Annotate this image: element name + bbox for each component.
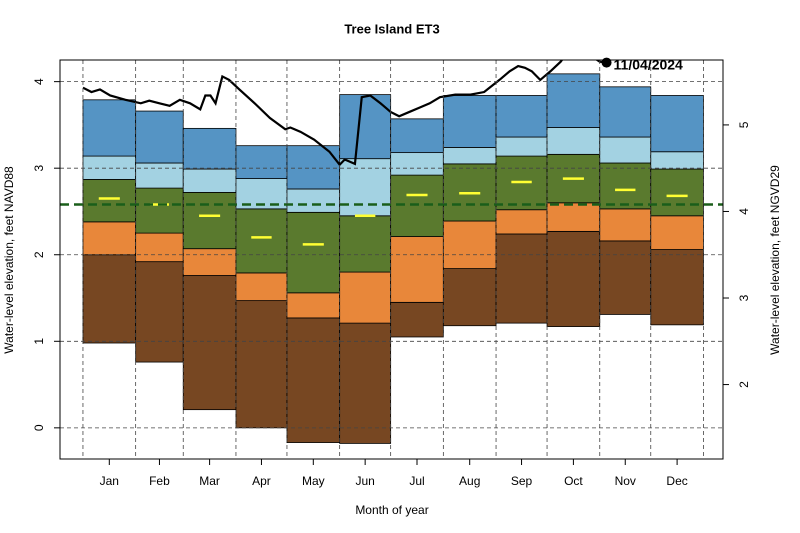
- x-tick-label: Aug: [459, 474, 480, 488]
- percentile-band: [135, 110, 184, 164]
- percentile-band: [235, 208, 288, 274]
- percentile-band: [390, 236, 444, 303]
- chart-title: Tree Island ET3: [344, 21, 439, 36]
- percentile-band: [390, 118, 444, 154]
- y-tick-label: 0: [32, 424, 46, 431]
- percentile-band: [182, 248, 237, 276]
- x-axis-label: Month of year: [355, 503, 428, 517]
- percentile-band: [650, 249, 704, 326]
- percentile-band: [599, 240, 652, 315]
- y2-tick-label: 5: [737, 121, 751, 128]
- percentile-band: [495, 95, 548, 138]
- percentile-band: [235, 145, 288, 179]
- percentile-band: [650, 168, 704, 217]
- x-tick-label: Dec: [666, 474, 687, 488]
- y-tick-label: 3: [32, 165, 46, 172]
- y-axis-label: Water-level elevation, feet NAVD88: [2, 166, 16, 354]
- percentile-band: [82, 99, 137, 157]
- percentile-band: [135, 261, 184, 363]
- percentile-band: [495, 233, 548, 324]
- y2-tick-label: 3: [737, 294, 751, 301]
- percentile-band: [650, 95, 704, 153]
- percentile-band: [650, 151, 704, 170]
- x-tick-label: Jun: [355, 474, 374, 488]
- percentile-band: [82, 179, 137, 223]
- y2-axis-label: Water-level elevation, feet NGVD29: [768, 165, 782, 355]
- percentile-band: [390, 152, 444, 176]
- x-tick-label: Sep: [511, 474, 533, 488]
- percentile-band: [599, 136, 652, 164]
- x-tick-label: Jan: [100, 474, 119, 488]
- x-tick-label: Mar: [199, 474, 220, 488]
- percentile-band: [182, 168, 237, 193]
- percentile-band: [442, 147, 497, 165]
- stage-end-point: [601, 57, 612, 68]
- percentile-band: [286, 211, 341, 294]
- plot-frame: [59, 59, 724, 460]
- plot-area: [60, 60, 723, 444]
- x-tick-label: Nov: [615, 474, 636, 488]
- percentile-band: [390, 174, 444, 237]
- percentile-band: [286, 317, 341, 443]
- percentile-band: [495, 136, 548, 157]
- percentile-band: [339, 271, 392, 324]
- x-tick-label: Feb: [149, 474, 170, 488]
- percentile-band: [82, 155, 137, 180]
- percentile-band: [82, 221, 137, 256]
- percentile-band: [390, 301, 444, 338]
- stage-line: [82, 60, 607, 167]
- percentile-band: [182, 192, 237, 250]
- percentile-band: [339, 215, 392, 273]
- percentile-band: [546, 230, 601, 327]
- percentile-band: [339, 158, 392, 217]
- y2-tick-label: 2: [737, 381, 751, 388]
- percentile-band: [182, 275, 237, 411]
- percentile-band: [135, 232, 184, 263]
- y2-tick-label: 4: [737, 208, 751, 215]
- percentile-band: [235, 272, 288, 302]
- x-tick-label: Apr: [252, 474, 271, 488]
- x-tick-label: Jul: [409, 474, 424, 488]
- percentile-band: [442, 220, 497, 269]
- percentile-band: [495, 209, 548, 235]
- percentile-band: [235, 300, 288, 429]
- percentile-band: [599, 208, 652, 242]
- end-date-label: 11/04/2024: [614, 56, 684, 72]
- percentile-band: [650, 215, 704, 250]
- percentile-band: [286, 292, 341, 319]
- percentile-band: [182, 127, 237, 170]
- percentile-band: [546, 202, 601, 232]
- percentile-band: [546, 127, 601, 155]
- percentile-band: [599, 162, 652, 210]
- percentile-band: [82, 254, 137, 344]
- y-tick-label: 4: [32, 78, 46, 85]
- percentile-band: [135, 187, 184, 234]
- percentile-band: [286, 188, 341, 213]
- percentile-band: [442, 95, 497, 148]
- percentile-band: [546, 73, 601, 128]
- y-tick-label: 2: [32, 251, 46, 258]
- x-tick-label: May: [302, 474, 325, 488]
- x-tick-label: Oct: [564, 474, 583, 488]
- percentile-band: [442, 268, 497, 327]
- percentile-band: [286, 145, 341, 190]
- percentile-band: [599, 86, 652, 138]
- percentile-band: [135, 162, 184, 189]
- y-tick-label: 1: [32, 338, 46, 345]
